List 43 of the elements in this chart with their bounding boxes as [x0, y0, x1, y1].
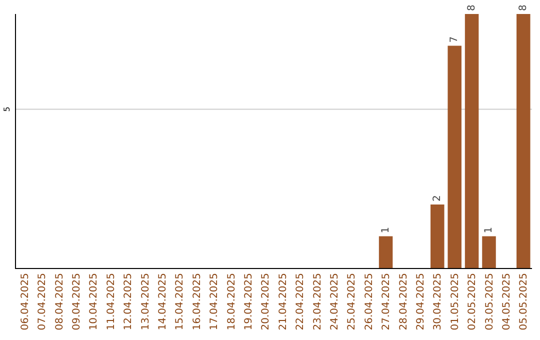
x-tick-label: 09.04.2025 [71, 273, 82, 330]
x-tick-label: 12.04.2025 [123, 273, 134, 330]
x-tick-label: 07.04.2025 [37, 273, 48, 330]
x-tick-label: 20.04.2025 [260, 273, 272, 330]
x-tick-label: 08.04.2025 [54, 273, 66, 330]
bar [430, 204, 444, 268]
x-tick-label: 15.04.2025 [174, 273, 186, 330]
x-tick-label: 24.04.2025 [329, 273, 340, 330]
x-tick-label: 16.04.2025 [192, 273, 203, 330]
x-tick-label: 03.05.2025 [484, 273, 496, 330]
x-tick-label: 22.04.2025 [295, 273, 306, 330]
x-tick-label: 10.04.2025 [88, 273, 100, 330]
x-tick-label: 18.04.2025 [226, 273, 238, 330]
bar [516, 14, 530, 268]
x-tick-label: 14.04.2025 [157, 273, 168, 330]
x-tick-label: 26.04.2025 [364, 273, 375, 330]
x-tick-label: 17.04.2025 [209, 273, 220, 330]
x-tick-label: 06.04.2025 [20, 273, 31, 330]
x-tick-label: 02.05.2025 [467, 273, 478, 330]
x-tick-label: 29.04.2025 [415, 273, 426, 330]
x-tick-label: 04.05.2025 [501, 273, 512, 330]
x-tick-label: 19.04.2025 [243, 273, 254, 330]
data-label: 8 [466, 4, 478, 11]
data-label: 1 [484, 226, 494, 234]
x-tick-label: 28.04.2025 [398, 273, 410, 330]
data-label: 2 [432, 195, 443, 202]
bar [448, 46, 462, 268]
ref-line-label: 5 [2, 106, 12, 112]
x-tick-label: 21.04.2025 [278, 273, 289, 330]
bar [482, 236, 496, 268]
x-tick-label: 23.04.2025 [312, 273, 324, 330]
x-tick-label: 11.04.2025 [106, 273, 117, 330]
bar [464, 14, 479, 268]
x-tick-label: 13.04.2025 [140, 273, 152, 330]
x-tick-label: 25.04.2025 [346, 273, 358, 330]
x-tick-label: 30.04.2025 [432, 273, 444, 330]
x-tick-label: 27.04.2025 [381, 273, 392, 330]
bar [378, 236, 393, 268]
data-label: 7 [449, 36, 460, 43]
data-label: 1 [380, 226, 392, 234]
data-label: 8 [518, 4, 529, 11]
x-tick-label: 01.05.2025 [450, 273, 461, 330]
x-tick-label: 05.05.2025 [518, 273, 530, 330]
